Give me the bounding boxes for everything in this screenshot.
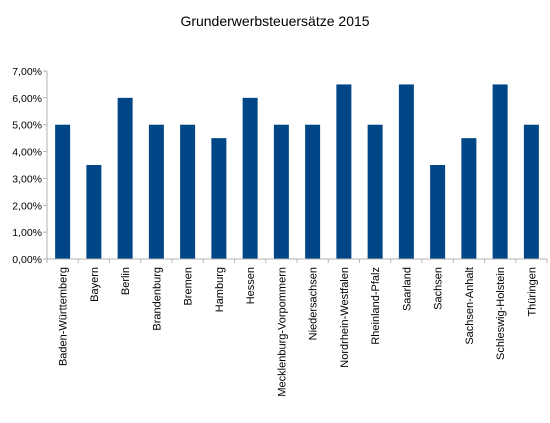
x-tick-label: Sachsen (433, 267, 445, 310)
x-axis: Baden-Württemberg Bayern Berlin Brandenburg… (46, 259, 548, 397)
x-tick-label: Schleswig-Holstein (495, 267, 507, 360)
bar (180, 124, 196, 259)
bar (336, 84, 352, 259)
x-tick-label: Brandenburg (151, 267, 163, 331)
bar (492, 84, 508, 259)
bar (211, 138, 227, 259)
y-tick-label: 6,00% (12, 93, 42, 105)
x-tick-label: Berlin (120, 267, 132, 295)
bar (242, 97, 258, 259)
bar (523, 124, 539, 259)
x-tick-label: Baden-Württemberg (58, 267, 70, 366)
y-tick-label: 0,00% (12, 254, 42, 266)
bar (461, 138, 477, 259)
y-tick-label: 1,00% (12, 227, 42, 239)
x-tick-label: Mecklenburg-Vorpommern (276, 267, 288, 397)
y-tick-label: 7,00% (12, 66, 42, 78)
y-tick-label: 5,00% (12, 120, 42, 132)
bar (305, 124, 321, 259)
y-tick-label: 3,00% (12, 173, 42, 185)
x-tick-label: Saarland (401, 267, 413, 311)
x-tick-label: Thüringen (526, 267, 538, 317)
chart-title: Grunderwerbsteuersätze 2015 (180, 13, 369, 29)
y-tick-label: 2,00% (12, 200, 42, 212)
x-tick-label: Nordrhein-Westfalen (339, 267, 351, 368)
bar (273, 124, 289, 259)
x-tick-label: Bremen (183, 267, 195, 306)
bar (55, 124, 71, 259)
bar (117, 97, 133, 259)
bar (86, 165, 102, 259)
bar (367, 124, 383, 259)
bars (55, 84, 539, 259)
x-tick-label: Hamburg (214, 267, 226, 312)
bar (430, 165, 446, 259)
y-axis: 0,00% 1,00% 2,00% 3,00% 4,00% 5,00% 6,00% 7,00% (12, 66, 47, 266)
x-tick-label: Bayern (89, 267, 101, 302)
x-tick-label: Hessen (245, 267, 257, 304)
x-tick-label: Niedersachsen (308, 267, 320, 340)
bar (398, 84, 414, 259)
x-tick-label: Rheinland-Pfalz (370, 267, 382, 345)
y-tick-label: 4,00% (12, 147, 42, 159)
bar (148, 124, 164, 259)
axis-lines (46, 71, 547, 260)
x-tick-label: Sachsen-Anhalt (464, 267, 476, 345)
